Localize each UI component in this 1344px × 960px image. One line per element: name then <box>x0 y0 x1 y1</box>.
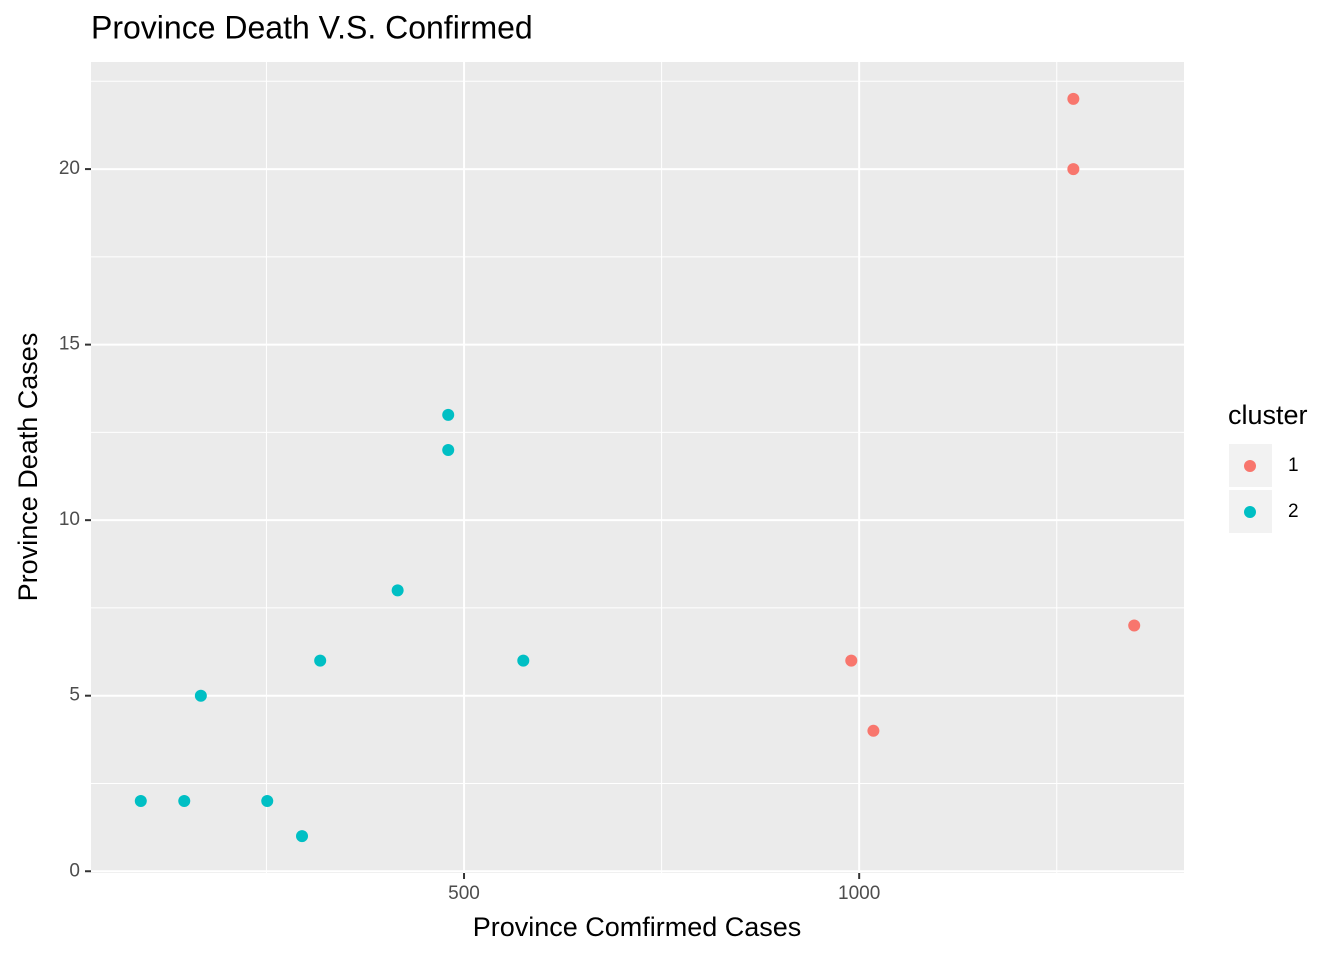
y-axis-label: Province Death Cases <box>13 333 43 602</box>
point <box>442 408 455 421</box>
x-axis-label: Province Comfirmed Cases <box>473 912 802 942</box>
x-tick-label: 500 <box>448 883 480 904</box>
point <box>314 654 327 667</box>
plot-panel <box>91 62 1184 873</box>
point <box>442 443 455 456</box>
point <box>194 689 207 702</box>
legend-marker <box>1244 506 1256 518</box>
y-tick-label: 20 <box>59 158 80 179</box>
point <box>261 795 274 808</box>
point <box>391 584 404 597</box>
point <box>845 654 858 667</box>
point <box>296 830 309 843</box>
y-tick-label: 15 <box>59 334 80 355</box>
y-tick-label: 5 <box>69 685 80 706</box>
y-tick-label: 10 <box>59 509 80 530</box>
point <box>867 724 880 737</box>
point <box>517 654 530 667</box>
point <box>178 795 191 808</box>
x-tick-label: 1000 <box>838 883 880 904</box>
legend-label: 2 <box>1288 501 1299 522</box>
point <box>1067 92 1080 105</box>
point <box>134 795 147 808</box>
point <box>1067 163 1080 176</box>
legend-label: 1 <box>1288 455 1299 476</box>
legend-marker <box>1244 460 1256 472</box>
chart-title: Province Death V.S. Confirmed <box>91 9 533 45</box>
point <box>1128 619 1141 632</box>
legend-title: cluster <box>1228 400 1308 430</box>
y-tick-label: 0 <box>69 860 80 881</box>
